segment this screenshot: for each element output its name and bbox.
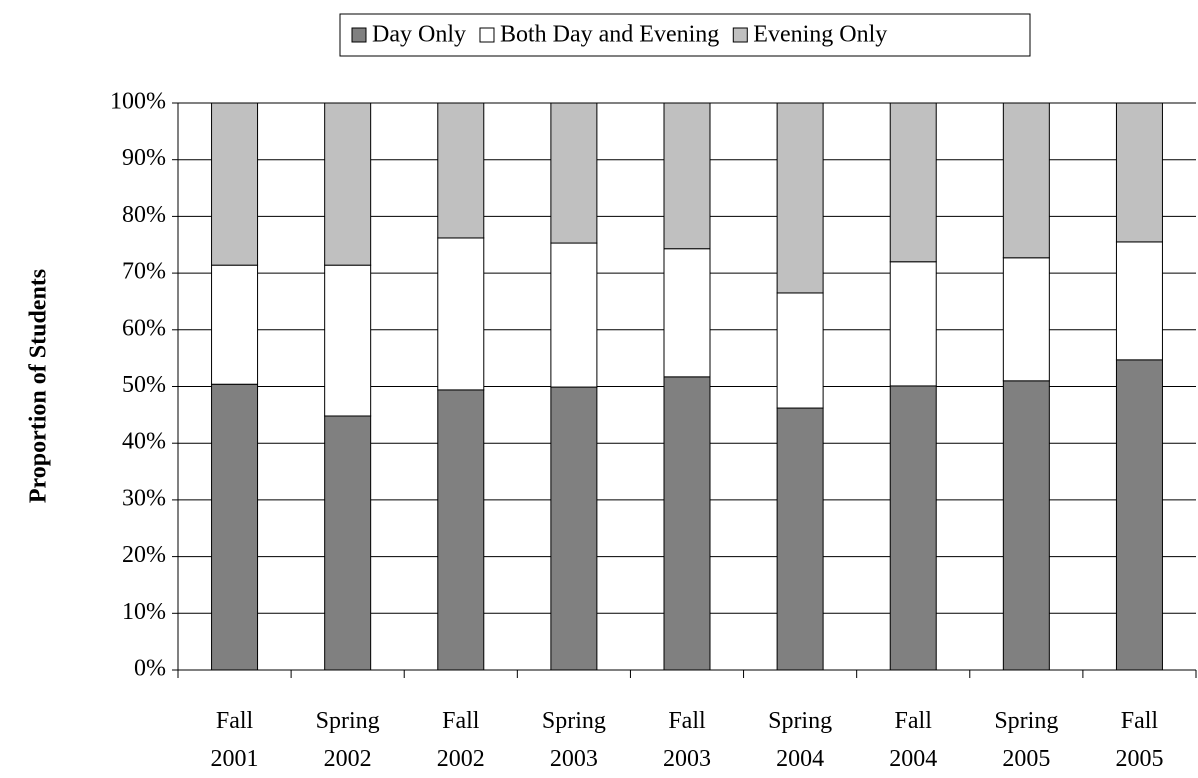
y-tick-label: 90% — [122, 145, 166, 171]
bar-segment — [324, 102, 372, 266]
legend-label: Evening Only — [753, 22, 887, 48]
bar-segment — [211, 102, 259, 266]
bar-segment — [776, 292, 824, 409]
bar-segment — [889, 385, 937, 671]
y-tick-label: 10% — [122, 599, 166, 625]
bar-segment — [889, 102, 937, 263]
bar-segment — [437, 237, 485, 391]
bar-segment — [1115, 241, 1163, 361]
bar-segment — [437, 102, 485, 239]
legend-swatch — [351, 27, 367, 43]
bar-segment — [776, 102, 824, 294]
bar-segment — [211, 383, 259, 671]
x-tick-label: Fall 2004 — [889, 708, 937, 772]
bar-segment — [437, 389, 485, 671]
bar-segment — [663, 376, 711, 671]
x-tick-label: Spring 2004 — [768, 708, 832, 772]
bar-segment — [663, 102, 711, 250]
y-tick-label: 70% — [122, 259, 166, 285]
bar-segment — [776, 407, 824, 671]
y-tick-label: 50% — [122, 372, 166, 398]
x-tick-label: Spring 2002 — [316, 708, 380, 772]
y-axis-title: Proportion of Students — [26, 269, 52, 503]
x-tick-label: Spring 2003 — [542, 708, 606, 772]
bar-segment — [1115, 359, 1163, 671]
bar-segment — [550, 242, 598, 388]
bar-segment — [1002, 102, 1050, 259]
bar-segment — [324, 415, 372, 671]
legend-label: Both Day and Evening — [500, 22, 719, 48]
bar-segment — [324, 264, 372, 417]
y-tick-label: 30% — [122, 485, 166, 511]
legend-swatch — [732, 27, 748, 43]
bar-segment — [663, 248, 711, 378]
legend-swatch — [479, 27, 495, 43]
x-tick-label: Fall 2001 — [211, 708, 259, 772]
x-tick-label: Spring 2005 — [994, 708, 1058, 772]
bar-segment — [889, 261, 937, 387]
bar-segment — [1002, 380, 1050, 671]
bar-segment — [211, 264, 259, 385]
y-tick-label: 40% — [122, 429, 166, 455]
y-tick-label: 80% — [122, 202, 166, 228]
x-tick-label: Fall 2005 — [1115, 708, 1163, 772]
legend-box — [339, 13, 1031, 57]
bar-segment — [1115, 102, 1163, 243]
y-tick-label: 60% — [122, 315, 166, 341]
legend-label: Day Only — [372, 22, 466, 48]
y-tick-label: 0% — [134, 656, 166, 682]
y-tick-label: 20% — [122, 542, 166, 568]
x-tick-label: Fall 2003 — [663, 708, 711, 772]
x-tick-label: Fall 2002 — [437, 708, 485, 772]
bar-segment — [550, 102, 598, 244]
bar-segment — [1002, 257, 1050, 382]
bar-segment — [550, 386, 598, 671]
y-tick-label: 100% — [110, 89, 166, 115]
